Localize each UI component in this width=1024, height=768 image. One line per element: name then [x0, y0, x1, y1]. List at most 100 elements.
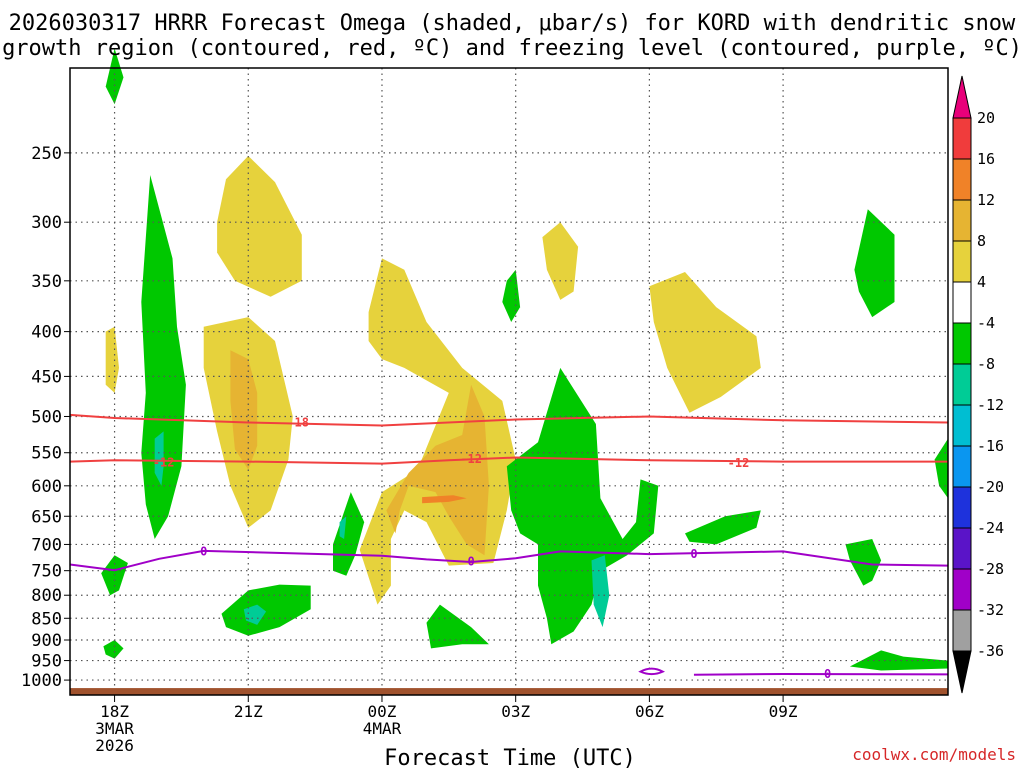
y-tick-label-600: 600	[31, 477, 62, 497]
x-tick-label: 09Z	[769, 702, 798, 721]
omega-positive-12-16	[422, 495, 467, 504]
colorbar-segment	[952, 527, 972, 570]
colorbar-label: -16	[977, 437, 1004, 455]
x-tick-sublabel: 4MAR	[363, 719, 402, 738]
colorbar-bottom-arrow	[952, 650, 972, 694]
y-tick-label-250: 250	[31, 144, 62, 164]
omega-negative-8-12	[243, 604, 267, 625]
colorbar-segment	[952, 568, 972, 611]
omega-positive-4-8	[359, 258, 516, 605]
omega-negative-4-8	[854, 209, 895, 318]
omega-negative-8-12	[339, 516, 347, 539]
colorbar-segment	[952, 199, 972, 242]
colorbar-label: -36	[977, 642, 1004, 660]
x-axis-title: Forecast Time (UTC)	[384, 746, 636, 768]
omega-negative-4-8	[685, 510, 761, 545]
omega-positive-4-8	[105, 326, 119, 393]
omega-negative-4-8	[502, 269, 521, 322]
colorbar-label: -8	[977, 355, 995, 373]
colorbar: 20 16 12 8 4 -4 -8 -12 -16 -20 -24 -28 -32 -36	[952, 75, 1004, 694]
y-tick-label-450: 450	[31, 367, 62, 387]
colorbar-segment	[952, 609, 972, 652]
omega-negative-4-8	[221, 584, 311, 636]
y-tick-label-500: 500	[31, 407, 62, 427]
contour-label-layer: 18 -12 -12 -12 0 0 0 0	[153, 416, 832, 681]
y-tick-label-700: 700	[31, 535, 62, 555]
colorbar-segment	[952, 322, 972, 365]
x-tick-label: 21Z	[234, 702, 263, 721]
omega-negative-4-8	[105, 48, 124, 105]
omega-negative-8-12	[154, 431, 164, 486]
colorbar-label: -24	[977, 519, 1004, 537]
omega-negative-4-8	[506, 367, 659, 645]
contour-label: 0	[690, 547, 697, 561]
y-tick-label-750: 750	[31, 562, 62, 582]
contour-label: -12	[153, 455, 175, 469]
y-tick-label-350: 350	[31, 272, 62, 292]
y-tick-label-1000: 1000	[21, 671, 62, 691]
freezing-level-closed-contour	[638, 667, 666, 676]
credit-link[interactable]: coolwx.com/models	[852, 745, 1016, 764]
contour-label: 0	[824, 667, 831, 681]
omega-negative-4-8	[426, 604, 489, 649]
omega-negative-4-8	[141, 175, 186, 539]
grid-layer	[70, 68, 948, 695]
contour-label: 0	[467, 554, 474, 568]
omega-negative-4-8	[849, 650, 948, 671]
y-tick-label-300: 300	[31, 213, 62, 233]
x-tick-label: 00Z	[368, 702, 397, 721]
x-tick-sublabel: 2026	[95, 736, 134, 755]
y-tick-label-800: 800	[31, 586, 62, 606]
colorbar-label: -4	[977, 314, 995, 332]
colorbar-segment	[952, 363, 972, 406]
omega-positive-8-12	[386, 384, 489, 556]
colorbar-label: 8	[977, 232, 986, 250]
omega-negative-4-8	[934, 438, 948, 499]
contour-freezing-level-0-c-contour	[69, 549, 949, 572]
contour-label: -12	[460, 452, 482, 466]
omega-negative-4-8	[103, 640, 124, 659]
x-tick-label: 18Z	[100, 702, 129, 721]
colorbar-segment	[952, 240, 972, 283]
colorbar-label: 16	[977, 150, 995, 168]
plot-frame	[69, 67, 949, 696]
omega-positive-4-8	[217, 155, 302, 297]
y-axis: 2503003504004505005506006507007508008509…	[21, 144, 70, 691]
y-tick-label-400: 400	[31, 323, 62, 343]
colorbar-segment	[952, 404, 972, 447]
ground-bar	[70, 688, 948, 695]
omega-shading-layer	[101, 48, 948, 671]
colorbar-segment	[952, 117, 972, 160]
colorbar-segment	[952, 486, 972, 529]
x-tick-label: 06Z	[635, 702, 664, 721]
contour-label: -12	[728, 456, 750, 470]
omega-negative-8-12	[591, 555, 610, 628]
omega-positive-4-8	[649, 272, 761, 413]
omega-positive-8-12	[230, 350, 258, 470]
colorbar-label: 12	[977, 191, 995, 209]
colorbar-label: -28	[977, 560, 1004, 578]
y-tick-label-850: 850	[31, 609, 62, 629]
title-line-1: 2026030317 HRRR Forecast Omega (shaded, …	[9, 11, 1016, 36]
y-tick-label-900: 900	[31, 631, 62, 651]
y-tick-label-650: 650	[31, 507, 62, 527]
omega-negative-4-8	[333, 492, 365, 576]
contour-label: 0	[200, 544, 207, 558]
colorbar-segment	[952, 158, 972, 201]
colorbar-label: -20	[977, 478, 1004, 496]
y-tick-label-950: 950	[31, 652, 62, 672]
title-line-2: growth region (contoured, red, ºC) and f…	[2, 36, 1022, 61]
contour-dendritic-18-c-contour	[69, 413, 949, 427]
colorbar-segment	[952, 445, 972, 488]
omega-positive-4-8	[542, 222, 579, 300]
y-tick-label-550: 550	[31, 444, 62, 464]
contour-label: 18	[295, 416, 309, 430]
freezing-level-surface-contour	[693, 672, 949, 676]
contour-layer	[69, 413, 949, 676]
colorbar-segment	[952, 281, 972, 324]
x-tick-label: 03Z	[501, 702, 530, 721]
colorbar-label: -32	[977, 601, 1004, 619]
